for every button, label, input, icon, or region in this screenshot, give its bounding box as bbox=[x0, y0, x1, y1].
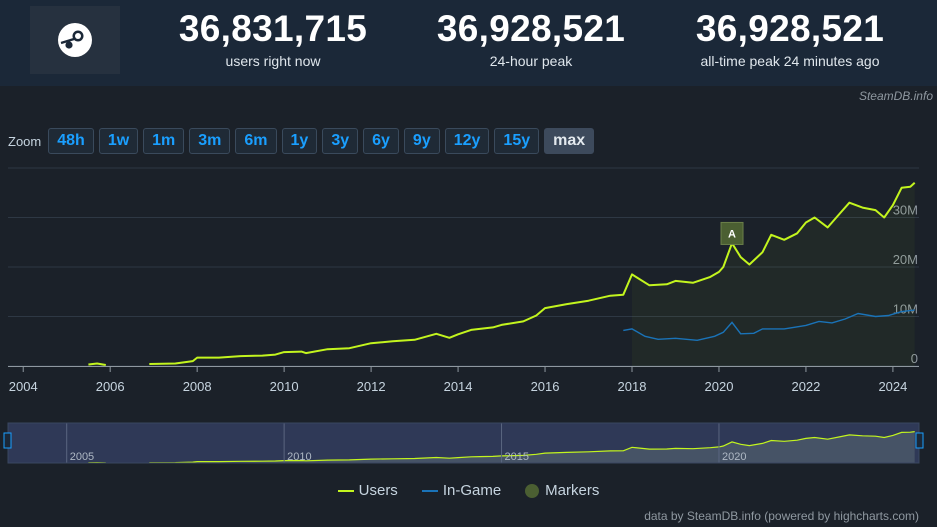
markers-legend-swatch bbox=[525, 483, 540, 498]
navigator-tick-label: 2015 bbox=[505, 451, 529, 463]
x-tick-label: 2024 bbox=[878, 379, 907, 394]
stats-header: 36,831,715 users right now 36,928,521 24… bbox=[0, 0, 937, 86]
marker-a-label: A bbox=[728, 228, 736, 240]
zoom-controls: Zoom 48h 1w 1m 3m 6m 1y 3y 6y 9y 12y 15y… bbox=[8, 127, 599, 155]
x-tick-label: 2014 bbox=[444, 379, 473, 394]
all-time-peak-value: 36,928,521 bbox=[695, 8, 885, 49]
zoom-6m-button[interactable]: 6m bbox=[235, 128, 277, 154]
legend-users-label: Users bbox=[358, 482, 398, 499]
steam-logo-icon bbox=[58, 23, 92, 57]
x-tick-label: 2018 bbox=[618, 379, 647, 394]
y-tick-label: 30M bbox=[893, 203, 918, 218]
all-time-peak-label: all-time peak 24 minutes ago bbox=[700, 53, 880, 69]
peak-24h-label: 24-hour peak bbox=[489, 53, 573, 69]
zoom-48h-button[interactable]: 48h bbox=[48, 128, 94, 154]
data-source-credit[interactable]: data by SteamDB.info (powered by highcha… bbox=[644, 509, 919, 523]
navigator-tick-label: 2020 bbox=[722, 451, 746, 463]
zoom-1y-button[interactable]: 1y bbox=[281, 128, 318, 154]
navigator-area bbox=[23, 431, 915, 463]
stat-current-users: 36,831,715 users right now bbox=[168, 8, 378, 70]
users-series-line bbox=[88, 182, 916, 366]
zoom-label: Zoom bbox=[8, 133, 42, 149]
zoom-max-button[interactable]: max bbox=[544, 128, 595, 154]
zoom-3m-button[interactable]: 3m bbox=[189, 128, 231, 154]
legend-item-users[interactable]: Users bbox=[337, 482, 398, 499]
legend-item-markers[interactable]: Markers bbox=[525, 482, 599, 499]
zoom-12y-button[interactable]: 12y bbox=[444, 128, 490, 154]
peak-24h-value: 36,928,521 bbox=[436, 8, 626, 49]
users-area bbox=[632, 182, 915, 366]
users-legend-swatch bbox=[337, 489, 354, 492]
y-tick-label: 0 bbox=[911, 351, 918, 366]
navigator-frame bbox=[7, 422, 920, 464]
navigator-right-handle bbox=[915, 432, 924, 449]
steamdb-credit-link[interactable]: SteamDB.info bbox=[858, 89, 933, 103]
navigator-tick-label: 2010 bbox=[287, 451, 311, 463]
zoom-6y-button[interactable]: 6y bbox=[363, 128, 399, 154]
x-tick-label: 2022 bbox=[791, 379, 820, 394]
zoom-9y-button[interactable]: 9y bbox=[403, 128, 440, 154]
zoom-1w-button[interactable]: 1w bbox=[98, 128, 139, 154]
legend-ingame-label: In-Game bbox=[442, 482, 502, 499]
current-users-label: users right now bbox=[225, 53, 321, 69]
chart-legend: Users In-Game Markers bbox=[0, 482, 937, 499]
stat-24h-peak: 36,928,521 24-hour peak bbox=[420, 8, 642, 70]
y-tick-label: 20M bbox=[893, 252, 918, 267]
legend-item-ingame[interactable]: In-Game bbox=[421, 482, 502, 499]
stat-all-time-peak: 36,928,521 all-time peak 24 minutes ago bbox=[672, 8, 908, 70]
navigator-users-line bbox=[88, 431, 915, 464]
x-tick-label: 2010 bbox=[270, 379, 299, 394]
x-tick-label: 2020 bbox=[705, 379, 734, 394]
x-tick-label: 2016 bbox=[531, 379, 560, 394]
x-tick-label: 2004 bbox=[9, 379, 38, 394]
zoom-1m-button[interactable]: 1m bbox=[143, 128, 185, 154]
navigator-left-handle bbox=[3, 432, 12, 449]
steam-logo[interactable] bbox=[30, 6, 120, 74]
x-tick-label: 2006 bbox=[96, 379, 125, 394]
zoom-3y-button[interactable]: 3y bbox=[322, 128, 359, 154]
navigator-tick-label: 2005 bbox=[70, 451, 94, 463]
marker-a-flag bbox=[720, 221, 744, 245]
legend-markers-label: Markers bbox=[545, 482, 600, 499]
current-users-value: 36,831,715 bbox=[178, 8, 368, 49]
zoom-15y-button[interactable]: 15y bbox=[494, 128, 540, 154]
ingame-legend-swatch bbox=[421, 489, 438, 492]
y-tick-label: 10M bbox=[893, 302, 918, 317]
navigator-background bbox=[8, 423, 919, 463]
x-tick-label: 2012 bbox=[357, 379, 386, 394]
x-tick-label: 2008 bbox=[183, 379, 212, 394]
ingame-series-line bbox=[623, 309, 915, 342]
